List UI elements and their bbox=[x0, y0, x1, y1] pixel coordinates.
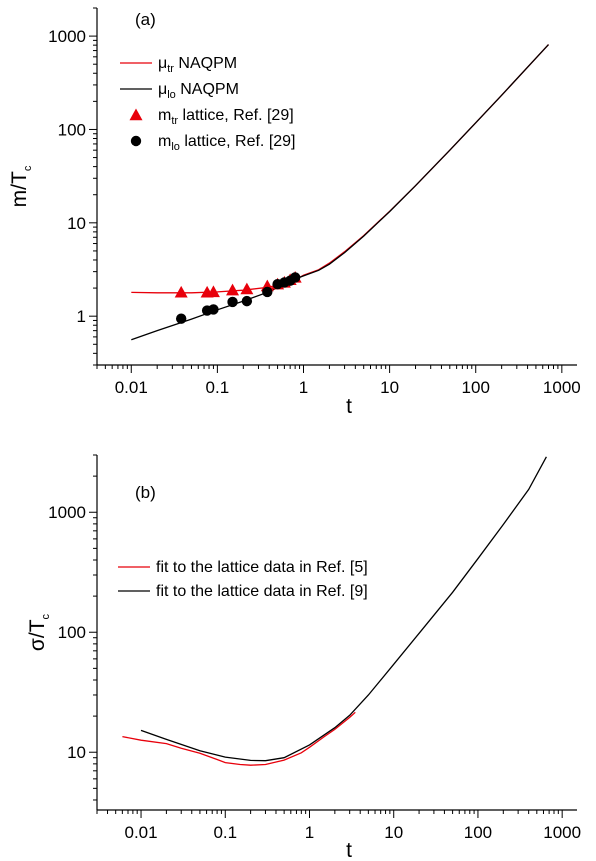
legend-label-main: m bbox=[158, 107, 171, 124]
panel-label: (b) bbox=[135, 483, 156, 502]
x-tick-label: 0.1 bbox=[213, 823, 237, 842]
x-tick-label: 100 bbox=[462, 378, 490, 397]
x-tick-label: 1000 bbox=[543, 378, 581, 397]
legend-label-rest: lattice, Ref. [29] bbox=[178, 107, 294, 124]
legend-label-main: fit to the lattice data in Ref. [5] bbox=[156, 559, 368, 576]
chart-panel-b: 0.01 0.1 1 10 100 1000 10 100 1000 t σ/Tc (b) fit to… bbox=[26, 454, 581, 861]
legend: fit to the lattice data in Ref. [5] fit t… bbox=[118, 559, 368, 600]
circle-marker bbox=[262, 286, 273, 298]
x-tick-label: 10 bbox=[384, 823, 403, 842]
y-tick-label: 10 bbox=[67, 214, 86, 233]
series-line-1 bbox=[131, 44, 549, 341]
circle-marker bbox=[175, 313, 187, 324]
legend-label: μtr NAQPM bbox=[158, 55, 237, 75]
circle-marker bbox=[289, 272, 301, 283]
panel-label: (a) bbox=[135, 10, 156, 29]
legend-label-sub: lo bbox=[167, 89, 176, 101]
y-axis-label-main: m/T bbox=[8, 171, 31, 207]
y-tick-label: 1 bbox=[77, 307, 86, 326]
legend-circle-swatch bbox=[130, 135, 142, 147]
x-tick-label: 1 bbox=[299, 378, 308, 397]
triangle-marker bbox=[174, 285, 188, 298]
x-tick-label: 1 bbox=[305, 823, 314, 842]
y-tick-label: 100 bbox=[58, 120, 86, 139]
y-axis-label: σ/Tc bbox=[26, 613, 52, 651]
circle-marker bbox=[241, 295, 253, 307]
legend-label: fit to the lattice data in Ref. [9] bbox=[156, 583, 368, 600]
x-tick-label: 0.01 bbox=[124, 823, 157, 842]
svg-text:m/Tc: m/Tc bbox=[8, 165, 34, 207]
legend-triangle-swatch bbox=[129, 108, 143, 121]
x-tick-label: 1000 bbox=[543, 823, 581, 842]
x-axis-label: t bbox=[346, 839, 352, 861]
x-tick-label: 0.01 bbox=[115, 378, 148, 397]
y-tick-label: 1000 bbox=[48, 27, 86, 46]
legend-label-main: μ bbox=[158, 81, 167, 98]
x-tick-label: 100 bbox=[464, 823, 492, 842]
legend-label-rest: lattice, Ref. [29] bbox=[180, 133, 296, 150]
legend-label: mtr lattice, Ref. [29] bbox=[158, 107, 294, 127]
legend-label-main: fit to the lattice data in Ref. [9] bbox=[156, 583, 368, 600]
legend-label-sub: tr bbox=[171, 115, 178, 127]
legend-label: μlo NAQPM bbox=[158, 81, 239, 101]
circle-marker bbox=[208, 304, 219, 315]
svg-text:σ/Tc: σ/Tc bbox=[26, 613, 52, 651]
legend-label: mlo lattice, Ref. [29] bbox=[158, 133, 296, 153]
x-tick-label: 0.1 bbox=[206, 378, 230, 397]
series-line-1 bbox=[140, 456, 547, 762]
y-axis-label-main: σ/T bbox=[26, 619, 49, 651]
legend-label-rest: NAQPM bbox=[174, 55, 237, 72]
y-tick-label: 100 bbox=[58, 623, 86, 642]
circle-marker bbox=[227, 296, 238, 308]
triangle-marker bbox=[206, 285, 220, 298]
x-tick-label: 10 bbox=[380, 378, 399, 397]
y-axis-label: m/Tc bbox=[8, 165, 34, 207]
triangle-marker bbox=[226, 283, 240, 296]
y-axis-label-sub: c bbox=[22, 165, 34, 171]
legend-label-main: m bbox=[158, 133, 171, 150]
y-tick-label: 1000 bbox=[48, 503, 86, 522]
legend-label-sub: lo bbox=[171, 141, 180, 153]
legend-label-sub: tr bbox=[167, 63, 174, 75]
series-line-0 bbox=[122, 711, 356, 766]
legend-label-main: μ bbox=[158, 55, 167, 72]
legend-label-rest: NAQPM bbox=[176, 81, 239, 98]
y-axis-label-sub: c bbox=[40, 613, 52, 619]
y-tick-label: 10 bbox=[67, 743, 86, 762]
legend-label: fit to the lattice data in Ref. [5] bbox=[156, 559, 368, 576]
x-axis-label: t bbox=[346, 395, 352, 418]
triangle-marker bbox=[240, 282, 254, 295]
